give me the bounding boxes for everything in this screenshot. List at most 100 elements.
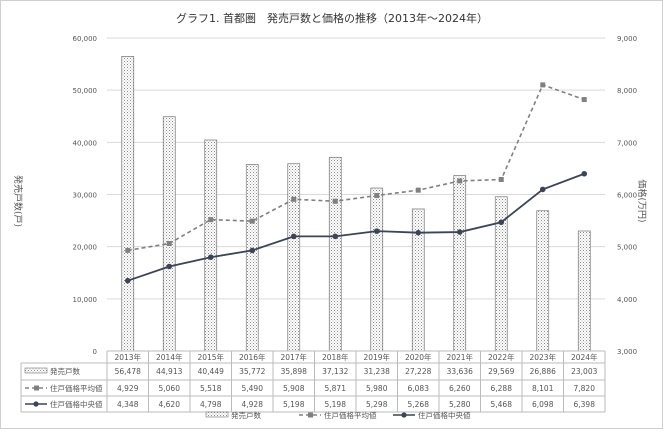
marker-住戸価格平均値 xyxy=(581,97,587,103)
table-cell: 8,101 xyxy=(532,384,554,393)
marker-住戸価格中央値 xyxy=(581,170,588,177)
table-cell: 35,772 xyxy=(239,367,265,376)
marker-住戸価格中央値 xyxy=(539,186,546,193)
left-tick-label: 20,000 xyxy=(73,244,98,252)
left-tick-label: 30,000 xyxy=(73,192,98,200)
table-header: 2014年 xyxy=(156,352,183,362)
marker-住戸価格中央値 xyxy=(498,219,505,226)
table-cell: 4,928 xyxy=(242,400,264,409)
table-header: 2020年 xyxy=(405,352,432,362)
line-住戸価格中央値 xyxy=(127,172,585,282)
table-cell: 40,449 xyxy=(198,367,224,376)
chart-title: グラフ1. 首都圏 発売戸数と価格の推移（2013年～2024年） xyxy=(176,11,488,25)
legend-label: 発売戸数 xyxy=(231,410,261,420)
marker-住戸価格平均値 xyxy=(498,176,504,182)
table-header: 2022年 xyxy=(488,352,515,362)
legend-key-bar xyxy=(205,411,229,418)
table-cell: 5,298 xyxy=(366,400,388,409)
table-cell: 33,636 xyxy=(447,367,473,376)
left-tick-label: 60,000 xyxy=(73,35,98,43)
left-tick-label: 50,000 xyxy=(73,87,98,95)
bar-2024年 xyxy=(577,230,591,352)
left-tick-label: 0 xyxy=(93,348,97,356)
right-tick-label: 9,000 xyxy=(617,35,637,43)
table-cell: 35,898 xyxy=(281,367,307,376)
table-cell: 5,268 xyxy=(408,400,430,409)
table-cell: 37,132 xyxy=(322,367,348,376)
table-cell: 6,288 xyxy=(491,384,513,393)
marker-住戸価格中央値 xyxy=(290,233,297,240)
legend-label: 住戸価格中央値 xyxy=(418,410,471,420)
marker-住戸価格中央値 xyxy=(207,254,214,261)
marker-住戸価格中央値 xyxy=(456,229,463,235)
table-header: 2023年 xyxy=(529,352,556,362)
right-tick-label: 6,000 xyxy=(617,192,637,200)
table-header: 2018年 xyxy=(322,352,349,362)
legend-key-marker xyxy=(308,412,313,418)
bar-2021年 xyxy=(453,175,467,352)
bar-2017年 xyxy=(287,163,301,352)
marker-住戸価格平均値 xyxy=(125,247,131,253)
table-cell: 4,798 xyxy=(200,400,222,409)
bar-2019年 xyxy=(370,187,384,352)
marker-住戸価格平均値 xyxy=(332,198,338,204)
table-cell: 6,083 xyxy=(408,384,430,393)
table-header: 2013年 xyxy=(114,352,141,362)
right-tick-label: 5,000 xyxy=(617,244,637,252)
marker-住戸価格平均値 xyxy=(166,241,172,247)
left-axis-title: 発売戸数(戸) xyxy=(12,175,24,227)
table-row-label: 住戸価格中央値 xyxy=(50,399,103,409)
marker-住戸価格平均値 xyxy=(540,82,546,88)
table-cell: 4,620 xyxy=(159,400,181,409)
marker-住戸価格平均値 xyxy=(457,178,463,184)
table-header: 2016年 xyxy=(239,352,266,362)
table-key-marker xyxy=(33,401,39,407)
marker-住戸価格平均値 xyxy=(291,196,297,202)
marker-住戸価格中央値 xyxy=(415,229,422,236)
left-tick-label: 10,000 xyxy=(73,296,98,304)
table-cell: 26,886 xyxy=(530,367,556,376)
marker-住戸価格中央値 xyxy=(166,263,173,270)
line-住戸価格平均値 xyxy=(127,83,585,252)
table-cell: 5,490 xyxy=(242,384,264,393)
table-cell: 6,098 xyxy=(532,400,554,409)
right-axis-title: 価格(万円) xyxy=(636,179,648,222)
right-tick-label: 7,000 xyxy=(617,139,637,147)
table-cell: 44,913 xyxy=(156,367,182,376)
right-tick-label: 8,000 xyxy=(617,87,637,95)
table-header: 2024年 xyxy=(571,352,598,362)
marker-住戸価格中央値 xyxy=(373,228,380,234)
table-row-label: 住戸価格平均値 xyxy=(50,383,103,393)
marker-住戸価格平均値 xyxy=(415,187,421,193)
table-cell: 5,468 xyxy=(491,400,513,409)
marker-住戸価格中央値 xyxy=(332,233,339,240)
table-cell: 27,228 xyxy=(405,367,431,376)
table-header: 2017年 xyxy=(280,352,307,362)
table-cell: 4,929 xyxy=(117,384,139,393)
table-cell: 23,003 xyxy=(571,367,597,376)
table-cell: 5,518 xyxy=(200,384,222,393)
marker-住戸価格中央値 xyxy=(124,277,131,284)
bar-2015年 xyxy=(204,139,218,352)
table-cell: 7,820 xyxy=(574,384,596,393)
table-header: 2021年 xyxy=(446,352,473,362)
table-header: 2019年 xyxy=(363,352,390,362)
bar-2016年 xyxy=(245,164,259,352)
table-cell: 31,238 xyxy=(364,367,390,376)
marker-住戸価格平均値 xyxy=(208,217,214,223)
table-cell: 6,260 xyxy=(449,384,471,393)
marker-住戸価格中央値 xyxy=(249,247,256,254)
table-cell: 6,398 xyxy=(574,400,596,409)
table-header: 2015年 xyxy=(197,352,224,362)
table-cell: 4,348 xyxy=(117,400,139,409)
table-cell: 5,198 xyxy=(283,400,305,409)
table-cell: 5,871 xyxy=(325,384,347,393)
legend-label: 住戸価格平均値 xyxy=(324,410,377,420)
table-cell: 5,198 xyxy=(325,400,347,409)
marker-住戸価格平均値 xyxy=(374,193,380,199)
left-tick-label: 40,000 xyxy=(73,139,98,147)
bar-2018年 xyxy=(328,156,342,352)
bar-2023年 xyxy=(536,210,550,352)
